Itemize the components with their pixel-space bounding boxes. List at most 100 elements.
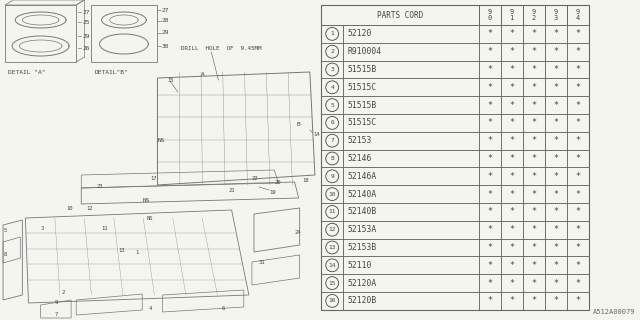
Bar [343, 185, 479, 203]
Text: 6: 6 [330, 120, 334, 125]
Text: 15: 15 [168, 77, 174, 83]
Bar [321, 256, 343, 274]
Bar [343, 60, 479, 78]
Text: *: * [509, 29, 514, 38]
Text: *: * [531, 154, 536, 163]
Text: 9
2: 9 2 [532, 9, 536, 21]
Text: *: * [531, 279, 536, 288]
Bar [321, 5, 479, 25]
Bar [343, 203, 479, 221]
Bar [500, 78, 523, 96]
Text: *: * [554, 100, 558, 109]
Text: *: * [509, 279, 514, 288]
Text: 51515B: 51515B [348, 100, 376, 109]
Text: *: * [575, 136, 580, 145]
Bar [523, 114, 545, 132]
Text: 28: 28 [161, 19, 169, 23]
Bar [567, 5, 589, 25]
Bar [500, 132, 523, 150]
Bar [479, 25, 500, 43]
Text: 27: 27 [161, 7, 169, 12]
Text: 52120: 52120 [348, 29, 372, 38]
Text: *: * [554, 296, 558, 305]
Text: 51515B: 51515B [348, 65, 376, 74]
Text: 3: 3 [330, 67, 334, 72]
Bar [567, 274, 589, 292]
Bar [567, 203, 589, 221]
Text: *: * [531, 225, 536, 234]
Bar [523, 274, 545, 292]
Bar [479, 167, 500, 185]
Bar [500, 167, 523, 185]
Bar [343, 132, 479, 150]
Bar [343, 221, 479, 239]
Text: *: * [554, 189, 558, 199]
Bar [500, 43, 523, 60]
Text: *: * [531, 29, 536, 38]
Text: *: * [575, 65, 580, 74]
Bar [567, 221, 589, 239]
Bar [545, 96, 567, 114]
Bar [567, 150, 589, 167]
Text: 11: 11 [101, 226, 108, 230]
Bar [500, 239, 523, 256]
Text: *: * [509, 100, 514, 109]
Bar [523, 25, 545, 43]
Bar [479, 150, 500, 167]
Bar [500, 256, 523, 274]
Bar [343, 274, 479, 292]
Bar [321, 203, 343, 221]
Bar [567, 292, 589, 310]
Text: 10: 10 [66, 205, 72, 211]
Text: *: * [554, 279, 558, 288]
Text: 52120B: 52120B [348, 296, 376, 305]
Bar [523, 256, 545, 274]
Text: 52153B: 52153B [348, 243, 376, 252]
Text: 18: 18 [303, 178, 309, 182]
Text: *: * [487, 100, 492, 109]
Bar [500, 203, 523, 221]
Text: 5: 5 [330, 103, 334, 108]
Bar [479, 43, 500, 60]
Text: *: * [531, 100, 536, 109]
Text: *: * [554, 261, 558, 270]
Text: 21: 21 [228, 188, 235, 193]
Text: *: * [531, 136, 536, 145]
Text: *: * [554, 207, 558, 216]
Bar [479, 78, 500, 96]
Bar [523, 221, 545, 239]
Text: 19: 19 [269, 189, 276, 195]
Text: 6: 6 [222, 306, 225, 310]
Text: 15: 15 [328, 281, 336, 286]
Text: NS: NS [142, 197, 150, 203]
Text: 29: 29 [161, 30, 169, 36]
Bar [321, 292, 343, 310]
Bar [545, 43, 567, 60]
Text: NS: NS [147, 215, 154, 220]
Bar [545, 203, 567, 221]
Text: *: * [509, 296, 514, 305]
Bar [479, 60, 500, 78]
Bar [343, 78, 479, 96]
Text: *: * [554, 154, 558, 163]
Text: 52140B: 52140B [348, 207, 376, 216]
Text: *: * [575, 261, 580, 270]
Text: 52146: 52146 [348, 154, 372, 163]
Text: 4: 4 [148, 306, 152, 310]
Text: *: * [509, 225, 514, 234]
Text: *: * [554, 225, 558, 234]
Bar [545, 274, 567, 292]
Text: 52140A: 52140A [348, 189, 376, 199]
Text: *: * [531, 47, 536, 56]
Bar [500, 185, 523, 203]
Text: 13: 13 [328, 245, 336, 250]
Bar [343, 256, 479, 274]
Bar [523, 185, 545, 203]
Bar [343, 167, 479, 185]
Text: 7: 7 [54, 311, 58, 316]
Bar [500, 221, 523, 239]
Text: *: * [575, 100, 580, 109]
Bar [479, 274, 500, 292]
Text: *: * [575, 29, 580, 38]
Bar [567, 114, 589, 132]
